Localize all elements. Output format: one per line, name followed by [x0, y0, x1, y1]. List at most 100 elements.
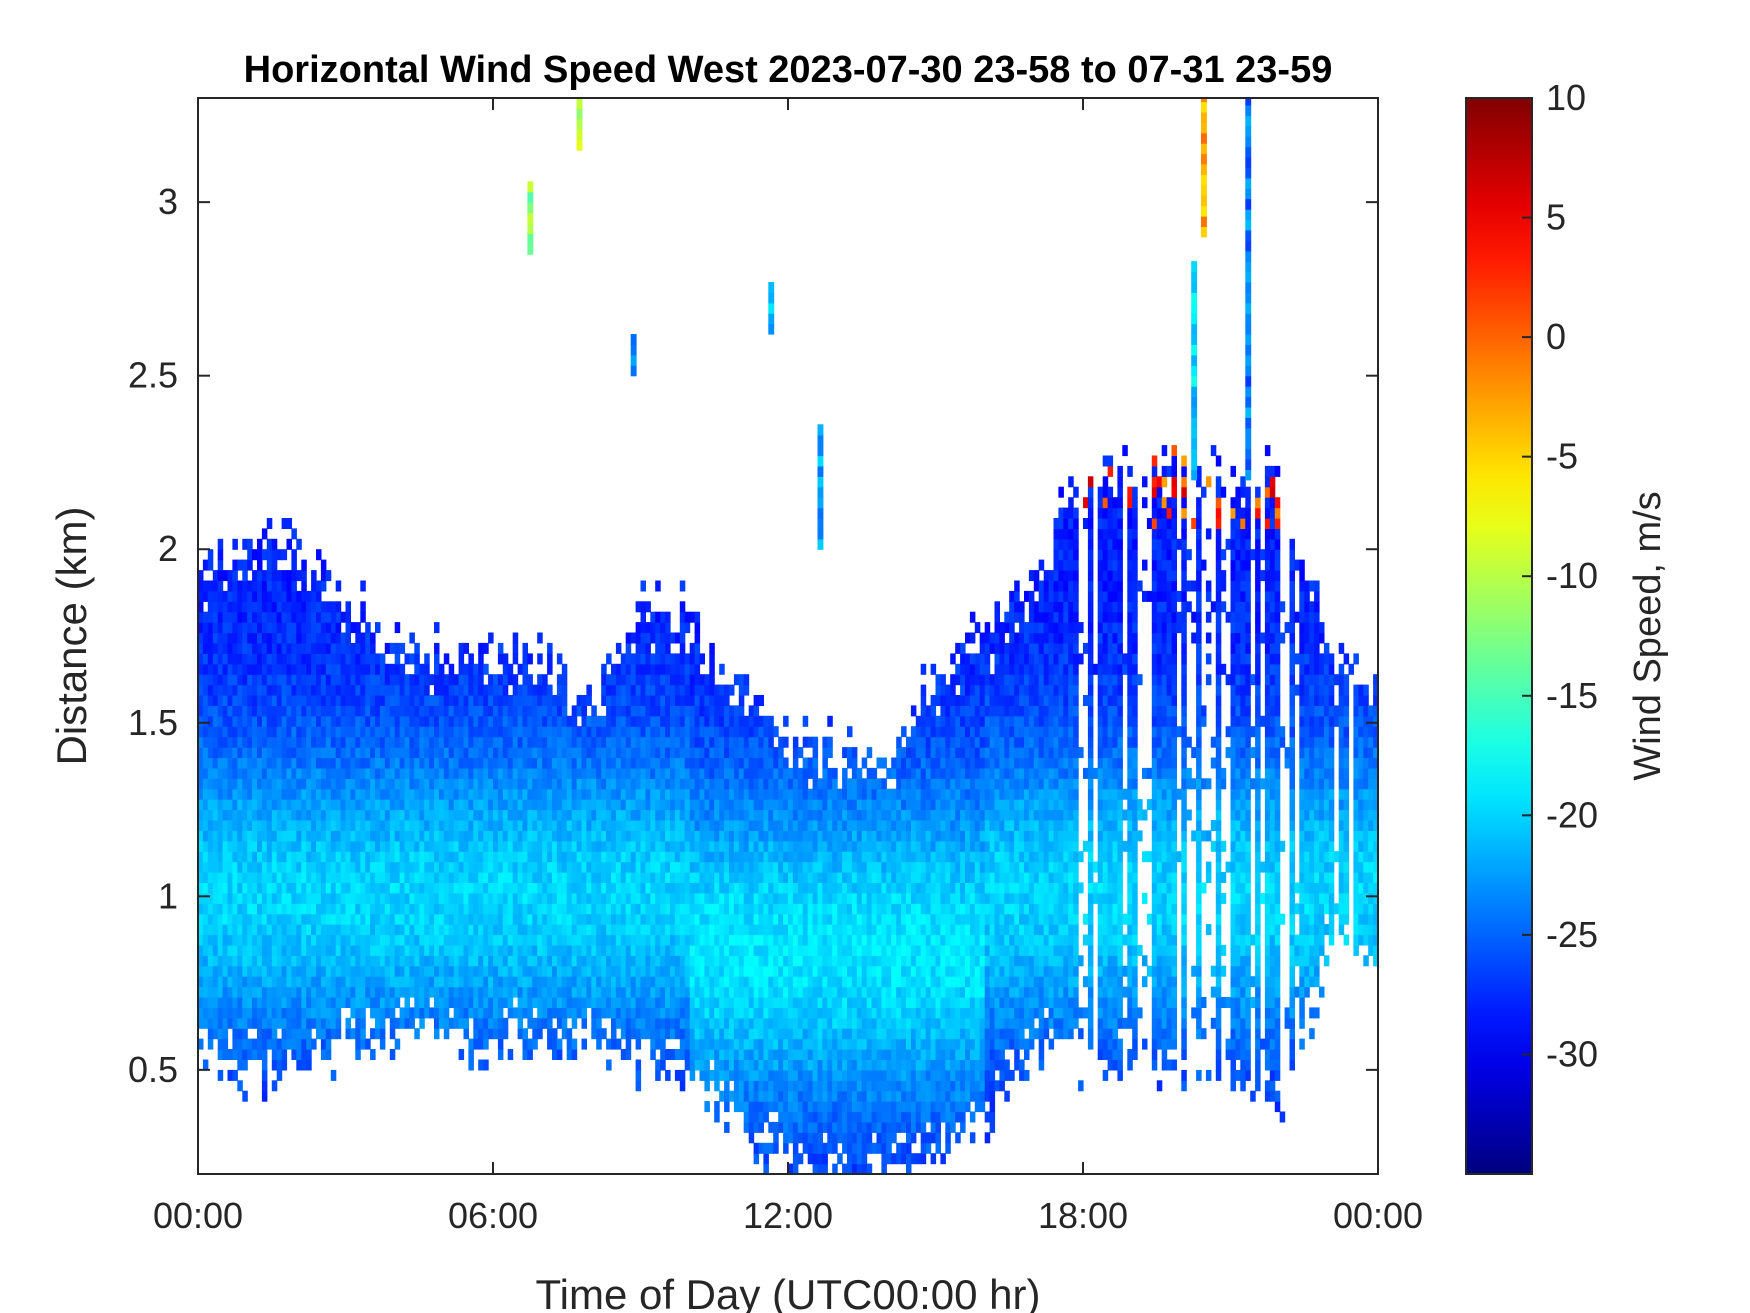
- heatmap-cell: [729, 997, 735, 1008]
- heatmap-cell: [434, 1017, 440, 1029]
- heatmap-cell: [424, 851, 430, 863]
- heatmap-cell: [763, 976, 769, 988]
- heatmap-cell: [345, 934, 351, 946]
- heatmap-cell: [340, 986, 347, 998]
- heatmap-cell: [556, 1049, 563, 1060]
- heatmap-cell: [778, 913, 784, 925]
- heatmap-cell: [478, 903, 484, 915]
- heatmap-cell: [335, 757, 342, 769]
- heatmap-cell: [212, 1028, 219, 1040]
- heatmap-cell: [576, 747, 583, 759]
- heatmap-cell: [242, 601, 248, 613]
- heatmap-cell: [394, 861, 401, 873]
- heatmap-cell: [276, 1069, 283, 1081]
- heatmap-cell: [222, 830, 229, 842]
- heatmap-cell: [409, 903, 415, 915]
- heatmap-cell: [443, 872, 450, 883]
- heatmap-cell: [448, 767, 455, 779]
- heatmap-cell: [207, 892, 214, 904]
- heatmap-cell: [679, 611, 686, 623]
- heatmap-cell: [660, 642, 666, 654]
- heatmap-cell: [379, 840, 386, 852]
- heatmap-cell: [522, 924, 528, 936]
- heatmap-cell: [748, 882, 755, 894]
- heatmap-cell: [802, 872, 809, 883]
- heatmap-cell: [404, 944, 410, 956]
- heatmap-cell: [483, 997, 489, 1008]
- heatmap-cell: [330, 944, 337, 956]
- heatmap-cell: [217, 715, 224, 727]
- heatmap-cell: [606, 965, 612, 977]
- heatmap-cell: [281, 903, 288, 915]
- heatmap-cell: [478, 695, 484, 706]
- heatmap-cell: [497, 642, 504, 654]
- heatmap-cell: [202, 736, 209, 748]
- heatmap-cell: [650, 622, 656, 634]
- heatmap-cell: [291, 840, 297, 852]
- heatmap-cell: [788, 903, 794, 915]
- heatmap-cell: [281, 872, 288, 883]
- heatmap-cell: [679, 715, 686, 727]
- heatmap-cell: [684, 1017, 691, 1029]
- heatmap-cell: [311, 705, 317, 717]
- heatmap-cell: [679, 955, 686, 967]
- heatmap-cell: [532, 778, 538, 790]
- heatmap-cell: [257, 944, 263, 956]
- heatmap-cell: [355, 632, 361, 644]
- heatmap-cell: [497, 986, 504, 998]
- heatmap-cell: [330, 924, 337, 936]
- heatmap-cell: [237, 872, 243, 883]
- heatmap-cell: [222, 736, 229, 748]
- heatmap-cell: [724, 684, 730, 696]
- heatmap-cell: [674, 674, 681, 686]
- heatmap-cell: [724, 1059, 730, 1071]
- heatmap-cell: [556, 892, 563, 904]
- heatmap-cell: [222, 944, 229, 956]
- heatmap-cell: [360, 1038, 366, 1050]
- heatmap-cell: [674, 632, 681, 644]
- heatmap-cell: [394, 872, 401, 883]
- heatmap-cell: [261, 767, 268, 779]
- heatmap-cell: [320, 695, 327, 706]
- heatmap-cell: [547, 944, 553, 956]
- heatmap-cell: [571, 830, 578, 842]
- heatmap-cell: [788, 944, 794, 956]
- heatmap-cell: [286, 986, 292, 998]
- heatmap-cell: [561, 736, 568, 748]
- heatmap-cell: [242, 767, 248, 779]
- heatmap-cell: [232, 726, 238, 738]
- heatmap-cell: [788, 861, 794, 873]
- heatmap-cell: [330, 1007, 337, 1019]
- heatmap-cell: [335, 861, 342, 873]
- heatmap-cell: [212, 1017, 219, 1029]
- heatmap-cell: [566, 851, 573, 863]
- heatmap-cell: [345, 809, 351, 821]
- heatmap-cell: [247, 976, 253, 988]
- heatmap-cell: [783, 986, 789, 998]
- heatmap-cell: [448, 872, 455, 883]
- heatmap-cell: [738, 1017, 745, 1029]
- heatmap-cell: [517, 820, 524, 831]
- heatmap-cell: [463, 642, 469, 654]
- heatmap-cell: [581, 788, 587, 800]
- heatmap-cell: [419, 663, 425, 675]
- heatmap-cell: [556, 788, 563, 800]
- heatmap-cell: [429, 976, 435, 988]
- heatmap-cell: [325, 1049, 332, 1060]
- heatmap-cell: [611, 986, 617, 998]
- heatmap-cell: [463, 736, 469, 748]
- heatmap-cell: [286, 705, 292, 717]
- heatmap-cell: [483, 892, 489, 904]
- heatmap-cell: [571, 872, 578, 883]
- heatmap-cell: [409, 695, 415, 706]
- heatmap-cell: [532, 809, 538, 821]
- heatmap-cell: [689, 944, 696, 956]
- heatmap-cell: [379, 663, 386, 675]
- heatmap-cell: [414, 924, 420, 936]
- heatmap-cell: [743, 955, 750, 967]
- heatmap-cell: [571, 799, 578, 811]
- heatmap-cell: [768, 840, 774, 852]
- heatmap-cell: [763, 1038, 769, 1050]
- heatmap-cell: [650, 861, 656, 873]
- heatmap-cell: [596, 965, 602, 977]
